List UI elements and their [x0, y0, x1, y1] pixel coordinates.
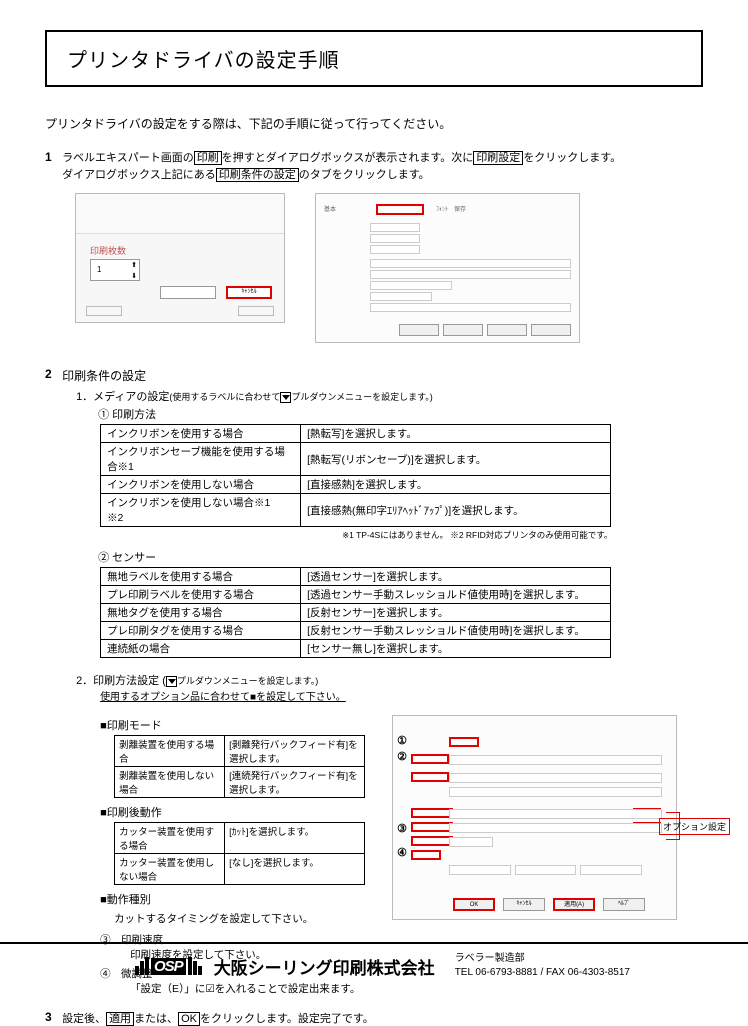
table-row: カッター装置を使用する場合[ｶｯﾄ]を選択します。	[115, 823, 365, 854]
dropdown-icon	[166, 676, 177, 687]
boxed-word: 印刷条件の設定	[216, 168, 299, 182]
step2-heading: 印刷条件の設定	[62, 367, 682, 384]
table-row: インクリボンを使用しない場合※1 ※2[直接感熱(無印字ｴﾘｱﾍｯﾄﾞｱｯﾌﾟ)…	[101, 494, 611, 527]
mode-heading: ■印刷後動作	[100, 804, 382, 820]
table-row: インクリボンを使用しない場合[直接感熱]を選択します。	[101, 476, 611, 494]
logo: OSP	[135, 957, 202, 975]
boxed-word: 印刷設定	[473, 151, 523, 165]
underline-note: 使用するオプション品に合わせて■を設定して下さい。	[100, 688, 682, 703]
sub-print-mode: 2．印刷方法設定 (プルダウンメニューを設定します。)	[76, 672, 682, 688]
step1-instruction: ラベルエキスパート画面の印刷を押すとダイアログボックスが表示されます。次に印刷設…	[62, 150, 682, 183]
table-sensor: 無地ラベルを使用する場合[透過センサー]を選択します。 プレ印刷ラベルを使用する…	[100, 567, 611, 658]
cancel-button: ｷｬﾝｾﾙ	[503, 898, 545, 911]
table-row: プレ印刷ラベルを使用する場合[透過センサー手動スレッショルド値使用時]を選択しま…	[101, 586, 611, 604]
table-after-action: カッター装置を使用する場合[ｶｯﾄ]を選択します。 カッター装置を使用しない場合…	[114, 822, 365, 885]
c4-text: 「設定（E）」に☑を入れることで設定出来ます。	[130, 981, 382, 996]
table-print-method: インクリボンを使用する場合[熱転写]を選択します。 インクリボンセーブ機能を使用…	[100, 424, 611, 527]
company-name: 大阪シーリング印刷株式会社	[214, 954, 435, 979]
redbox	[411, 850, 441, 860]
callout-4: ④	[397, 846, 407, 859]
table-row: インクリボンを使用する場合[熱転写]を選択します。	[101, 425, 611, 443]
dlg-btn	[531, 324, 571, 336]
btn-small	[160, 286, 216, 299]
mode-heading: ■動作種別	[100, 891, 382, 907]
redbox	[449, 737, 479, 747]
table-row: 剥離装置を使用しない場合[連続発行バックフィード有]を選択します。	[115, 767, 365, 798]
spinner-field: 1	[90, 259, 140, 281]
footer-contact: ラベラー製造部 TEL 06-6793-8881 / FAX 06-4303-8…	[455, 952, 630, 980]
step-3: 3 設定後、適用または、OKをクリックします。設定完了です。	[45, 1010, 703, 1026]
footer: OSP 大阪シーリング印刷株式会社 ラベラー製造部 TEL 06-6793-88…	[0, 942, 748, 980]
table-footnote: ※1 TP-4Sにはありません。 ※2 RFID対応プリンタのみ使用可能です。	[342, 529, 682, 541]
highlighted-tab	[376, 204, 424, 215]
help-button: ﾍﾙﾌﾟ	[603, 898, 645, 911]
callout-1: ①	[397, 734, 407, 747]
intro-text: プリンタドライバの設定をする際は、下記の手順に従って行ってください。	[45, 115, 703, 132]
dept-name: ラベラー製造部	[455, 952, 630, 966]
step-number: 1	[45, 150, 59, 164]
table-row: カッター装置を使用しない場合[なし]を選択します。	[115, 854, 365, 885]
ok-button-highlighted: OK	[453, 898, 495, 911]
logo-bars-icon	[188, 957, 202, 975]
screenshots-row: 印刷枚数 1 ｷｬﾝｾﾙ 基本 ﾌｫﾝﾄ 保存	[75, 193, 703, 343]
dlg-btn	[443, 324, 483, 336]
step-1: 1 ラベルエキスパート画面の印刷を押すとダイアログボックスが表示されます。次に印…	[45, 150, 703, 193]
btn-print-setting-highlighted: ｷｬﾝｾﾙ	[226, 286, 272, 299]
table-row: 剥離装置を使用する場合[剥離発行バックフィード有]を選択します。	[115, 736, 365, 767]
item-print-method: ① 印刷方法	[98, 406, 682, 422]
tel-fax: TEL 06-6793-8881 / FAX 06-4303-8517	[455, 966, 630, 980]
logo-text: OSP	[151, 958, 186, 975]
table-row: 無地ラベルを使用する場合[透過センサー]を選択します。	[101, 568, 611, 586]
dlg-btn	[487, 324, 527, 336]
table-row: プレ印刷タグを使用する場合[反射センサー手動スレッショルド値使用時]を選択します…	[101, 622, 611, 640]
table-print-mode: 剥離装置を使用する場合[剥離発行バックフィード有]を選択します。 剥離装置を使用…	[114, 735, 365, 798]
table-row: 連続紙の場合[センサー無し]を選択します。	[101, 640, 611, 658]
label-print-count: 印刷枚数	[90, 244, 126, 257]
screenshot-options-dialog: ① ② ③ ④ オプショ	[392, 715, 677, 920]
dropdown-icon	[280, 392, 291, 403]
logo-bars-icon	[135, 957, 149, 975]
boxed-word: 印刷	[194, 151, 222, 165]
page-title: プリンタドライバの設定手順	[67, 44, 681, 73]
dlg-btn	[399, 324, 439, 336]
option-label: オプション設定	[659, 818, 730, 835]
screenshot-print-dialog: 印刷枚数 1 ｷｬﾝｾﾙ	[75, 193, 285, 323]
sub-media: 1．メディアの設定(使用するラベルに合わせてプルダウンメニューを設定します。)	[76, 388, 682, 404]
apply-button-highlighted: 適用(A)	[553, 898, 595, 911]
boxed-word: 適用	[106, 1012, 134, 1026]
step-number: 3	[45, 1010, 59, 1024]
table-row: インクリボンセーブ機能を使用する場合※1[熱転写(リボンセーブ)]を選択します。	[101, 443, 611, 476]
table-row: 無地タグを使用する場合[反射センサー]を選択します。	[101, 604, 611, 622]
mode-text: カットするタイミングを設定して下さい。	[114, 911, 382, 926]
step-number: 2	[45, 367, 59, 381]
item-sensor: ② センサー	[98, 549, 682, 565]
title-box: プリンタドライバの設定手順	[45, 30, 703, 87]
boxed-word: OK	[178, 1012, 200, 1026]
screenshot-settings-dialog: 基本 ﾌｫﾝﾄ 保存	[315, 193, 580, 343]
step-2: 2 印刷条件の設定 1．メディアの設定(使用するラベルに合わせてプルダウンメニュ…	[45, 367, 703, 996]
mode-heading: ■印刷モード	[100, 717, 382, 733]
